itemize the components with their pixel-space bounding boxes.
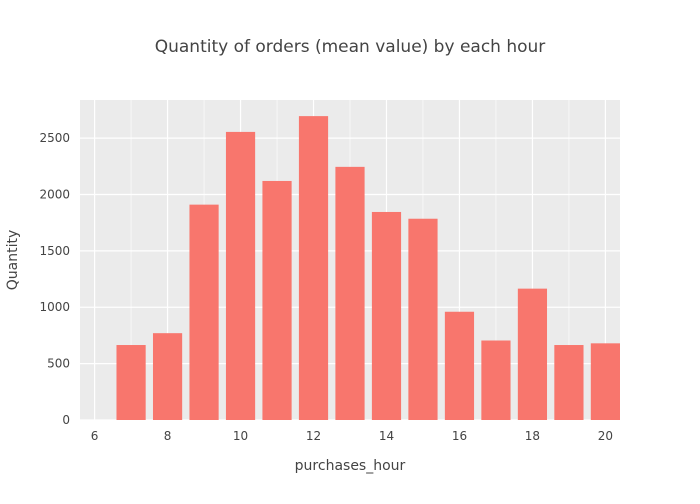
bar-hour-16[interactable] [444, 311, 475, 420]
x-tick-label: 8 [164, 429, 172, 443]
bar-hour-17[interactable] [481, 340, 511, 420]
x-tick-label: 16 [452, 429, 467, 443]
x-tick-label: 6 [91, 429, 99, 443]
y-tick-label: 2000 [39, 187, 70, 201]
bar-hour-14[interactable] [371, 211, 402, 420]
x-tick-label: 14 [379, 429, 394, 443]
bar-hour-20[interactable] [590, 343, 620, 420]
bar-hour-8[interactable] [152, 333, 183, 420]
bar-hour-10[interactable] [225, 131, 256, 420]
y-tick-label: 0 [62, 413, 70, 427]
x-tick-label: 18 [525, 429, 540, 443]
x-tick-label: 10 [233, 429, 248, 443]
y-tick-label: 2500 [39, 131, 70, 145]
x-tick-label: 12 [306, 429, 321, 443]
chart-title: Quantity of orders (mean value) by each … [155, 37, 546, 57]
y-tick-label: 500 [47, 357, 70, 371]
y-axis-label: Quantity [5, 230, 21, 291]
bar-hour-11[interactable] [262, 180, 292, 420]
x-axis-label: purchases_hour [295, 458, 406, 474]
y-tick-label: 1500 [39, 244, 70, 258]
x-axis-ticks: 6 8 10 12 14 16 18 20 [91, 429, 613, 443]
bars-group [116, 116, 620, 421]
bar-hour-19[interactable] [554, 345, 584, 420]
y-tick-label: 1000 [39, 300, 70, 314]
bar-hour-9[interactable] [189, 204, 219, 420]
bar-hour-15[interactable] [408, 218, 438, 420]
bar-hour-12[interactable] [298, 116, 329, 421]
bar-hour-18[interactable] [517, 288, 548, 420]
x-tick-label: 20 [598, 429, 613, 443]
y-axis-ticks: 0 500 1000 1500 2000 2500 [39, 131, 70, 427]
bar-hour-13[interactable] [335, 166, 365, 420]
bar-hour-7[interactable] [116, 345, 146, 420]
